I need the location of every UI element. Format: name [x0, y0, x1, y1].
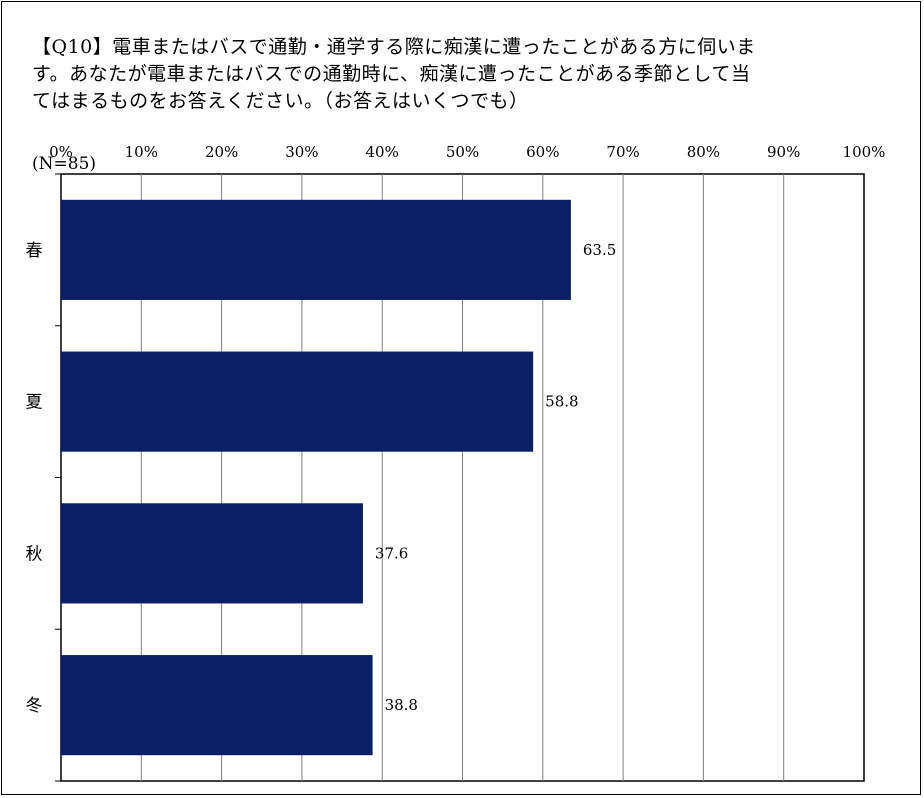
value-label: 38.8: [385, 696, 418, 714]
chart-title: 【Q10】電車またはバスで通勤・通学する際に痴漢に遭ったことがある方に伺います。…: [32, 36, 756, 112]
y-axis-ticks: [55, 173, 61, 782]
value-labels: 63.5 58.8 37.6 38.8: [375, 241, 616, 714]
value-label: 58.8: [545, 393, 578, 411]
bar: [61, 655, 373, 756]
bar: [61, 199, 571, 300]
x-tick-label: 50%: [446, 143, 479, 161]
x-axis-tick-labels: 0% 10% 20% 30% 40% 50% 60% 70% 80% 90% 100%: [49, 143, 885, 161]
x-tick-label: 40%: [366, 143, 399, 161]
bars: [61, 199, 571, 756]
value-label: 37.6: [375, 544, 408, 562]
category-label: 秋: [26, 544, 43, 564]
sample-size-label: (N=85): [32, 154, 97, 174]
x-tick-label: 30%: [285, 143, 318, 161]
value-label: 63.5: [583, 241, 616, 259]
x-tick-label: 0%: [49, 143, 73, 161]
x-tick-label: 60%: [526, 143, 559, 161]
x-tick-label: 10%: [125, 143, 158, 161]
x-tick-label: 20%: [205, 143, 238, 161]
x-tick-label: 90%: [767, 143, 800, 161]
x-tick-label: 80%: [687, 143, 720, 161]
category-label: 春: [26, 241, 43, 261]
bar: [61, 351, 534, 452]
bar: [61, 503, 363, 604]
category-label: 夏: [26, 393, 43, 413]
x-tick-label: 100%: [843, 143, 886, 161]
category-label: 冬: [26, 696, 43, 716]
x-tick-label: 70%: [606, 143, 639, 161]
